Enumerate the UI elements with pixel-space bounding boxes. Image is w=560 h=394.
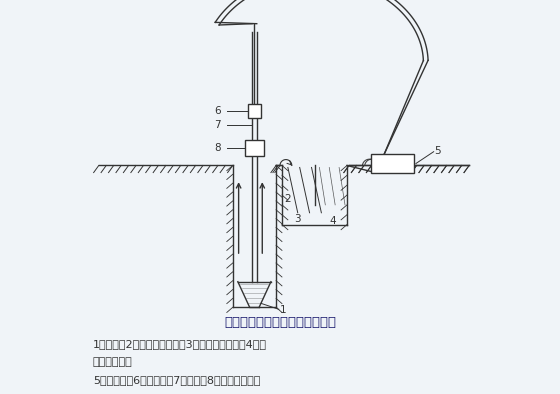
Text: 5: 5 [435, 146, 441, 156]
Bar [245, 140, 264, 156]
Text: 8: 8 [214, 143, 221, 153]
Bar [371, 154, 414, 173]
Text: 5一泥浆泵；6一水龙头；7一钻杆；8一钻机回转装置: 5一泥浆泵；6一水龙头；7一钻杆；8一钻机回转装置 [93, 375, 260, 385]
Bar [248, 104, 261, 118]
Text: 1一钻头；2一泥浆循环方向；3一沉淀池及沉渣；4一泥: 1一钻头；2一泥浆循环方向；3一沉淀池及沉渣；4一泥 [93, 338, 267, 349]
Text: 1: 1 [279, 305, 286, 316]
Text: 3: 3 [294, 214, 300, 224]
Text: 6: 6 [214, 106, 221, 116]
Text: 7: 7 [214, 120, 221, 130]
Text: 4: 4 [329, 216, 336, 226]
Text: 正循环回转钻进成孔原理示意图: 正循环回转钻进成孔原理示意图 [224, 316, 336, 329]
Text: 浆池及泥浆；: 浆池及泥浆； [93, 357, 133, 367]
Text: 2: 2 [284, 194, 291, 204]
